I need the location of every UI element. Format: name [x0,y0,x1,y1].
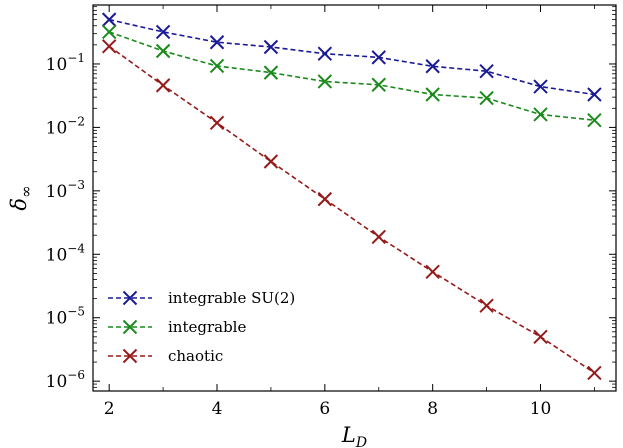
data-point-stroke-b [371,229,386,245]
data-point-stroke-b [587,87,602,102]
y-tick-label: 10−1 [46,51,85,75]
y-tick-label: 10−2 [46,114,85,138]
data-point [155,43,171,59]
legend-label: chaotic [168,347,223,365]
legend-label: integrable SU(2) [168,289,295,307]
data-point-stroke-b [263,39,279,55]
legend: integrable SU(2) integrable chaotic [108,289,295,365]
data-point-stroke-b [101,24,117,40]
axis-ticks: 2 4 6 8 10 10−6 10−5 10−4 10−3 10−2 10−1 [46,5,616,419]
data-point [209,58,225,74]
data-point-stroke-b [101,12,117,27]
data-point-stroke-b [425,59,440,74]
data-point [425,59,440,74]
data-point [101,24,117,40]
x-tick-label: 6 [319,399,330,419]
data-point [263,65,279,80]
data-point [263,39,279,55]
data-point [587,87,602,102]
series-integrable-su-2 [101,12,602,102]
data-point [101,12,117,27]
legend-marker [122,290,138,306]
y-tick-label: 10−5 [46,305,85,329]
legend-entry: integrable SU(2) [108,289,295,307]
data-point-stroke-b [587,112,602,128]
data-point-stroke-b [425,264,440,279]
y-tick-label: 10−6 [46,368,85,392]
data-point-stroke-b [263,65,279,80]
series-layer [101,12,602,381]
data-point-stroke-b [263,154,279,169]
data-point-stroke-b [209,115,225,131]
data-point [587,112,602,128]
x-tick-label: 2 [104,399,115,419]
data-point-stroke-b [371,50,386,65]
data-point [317,191,333,207]
data-point [101,39,117,54]
data-point [533,329,548,345]
data-point-stroke-b [479,63,494,79]
data-point [317,74,333,89]
data-point [425,87,440,102]
data-point-stroke-b [155,43,171,59]
data-point [533,79,548,94]
data-point [155,24,171,40]
data-point-stroke-b [101,39,117,54]
x-tick-label: 10 [530,399,552,419]
data-point [371,77,386,92]
data-point [479,298,494,313]
data-point-stroke-b [371,77,386,92]
y-tick-label: 10−4 [46,241,86,265]
data-point [425,264,440,279]
data-point-stroke-b [155,24,171,40]
y-axis-label: δ∞ [7,185,35,210]
data-point [533,107,548,122]
legend-marker-stroke-b [122,290,138,306]
data-point [587,365,602,381]
data-point [317,46,333,61]
data-point-stroke-b [317,74,333,89]
data-point-stroke-b [317,191,333,207]
data-point-stroke-b [533,107,548,122]
series-line [108,45,595,374]
legend-marker-stroke-b [122,319,138,335]
data-point [479,63,494,79]
legend-label: integrable [168,318,246,336]
y-tick-label: 10−3 [46,178,85,202]
data-point-stroke-b [533,79,548,94]
data-point [371,50,386,65]
series-chaotic [101,39,602,381]
data-point [263,154,279,169]
data-point [209,115,225,131]
plot-frame [92,4,617,392]
data-point-stroke-b [587,365,602,381]
legend-marker [122,348,138,364]
series-integrable [101,24,602,128]
x-axis-label: LD [341,423,367,448]
data-point-stroke-b [317,46,333,61]
x-tick-label: 8 [427,399,438,419]
legend-marker [122,319,138,335]
data-point-stroke-b [155,78,171,93]
data-point [155,78,171,93]
legend-entry: chaotic [108,347,223,365]
x-tick-label: 4 [212,399,223,419]
series-line [108,31,595,121]
data-point-stroke-b [533,329,548,345]
data-point-stroke-b [479,90,494,106]
data-point [479,90,494,106]
data-point-stroke-b [479,298,494,313]
legend-entry: integrable [108,318,246,336]
series-line [109,18,595,96]
legend-marker-stroke-b [122,348,138,364]
data-point [209,35,225,50]
data-point-stroke-b [209,58,225,74]
data-point-stroke-b [425,87,440,102]
data-point [371,229,386,245]
data-point-stroke-b [209,35,225,50]
